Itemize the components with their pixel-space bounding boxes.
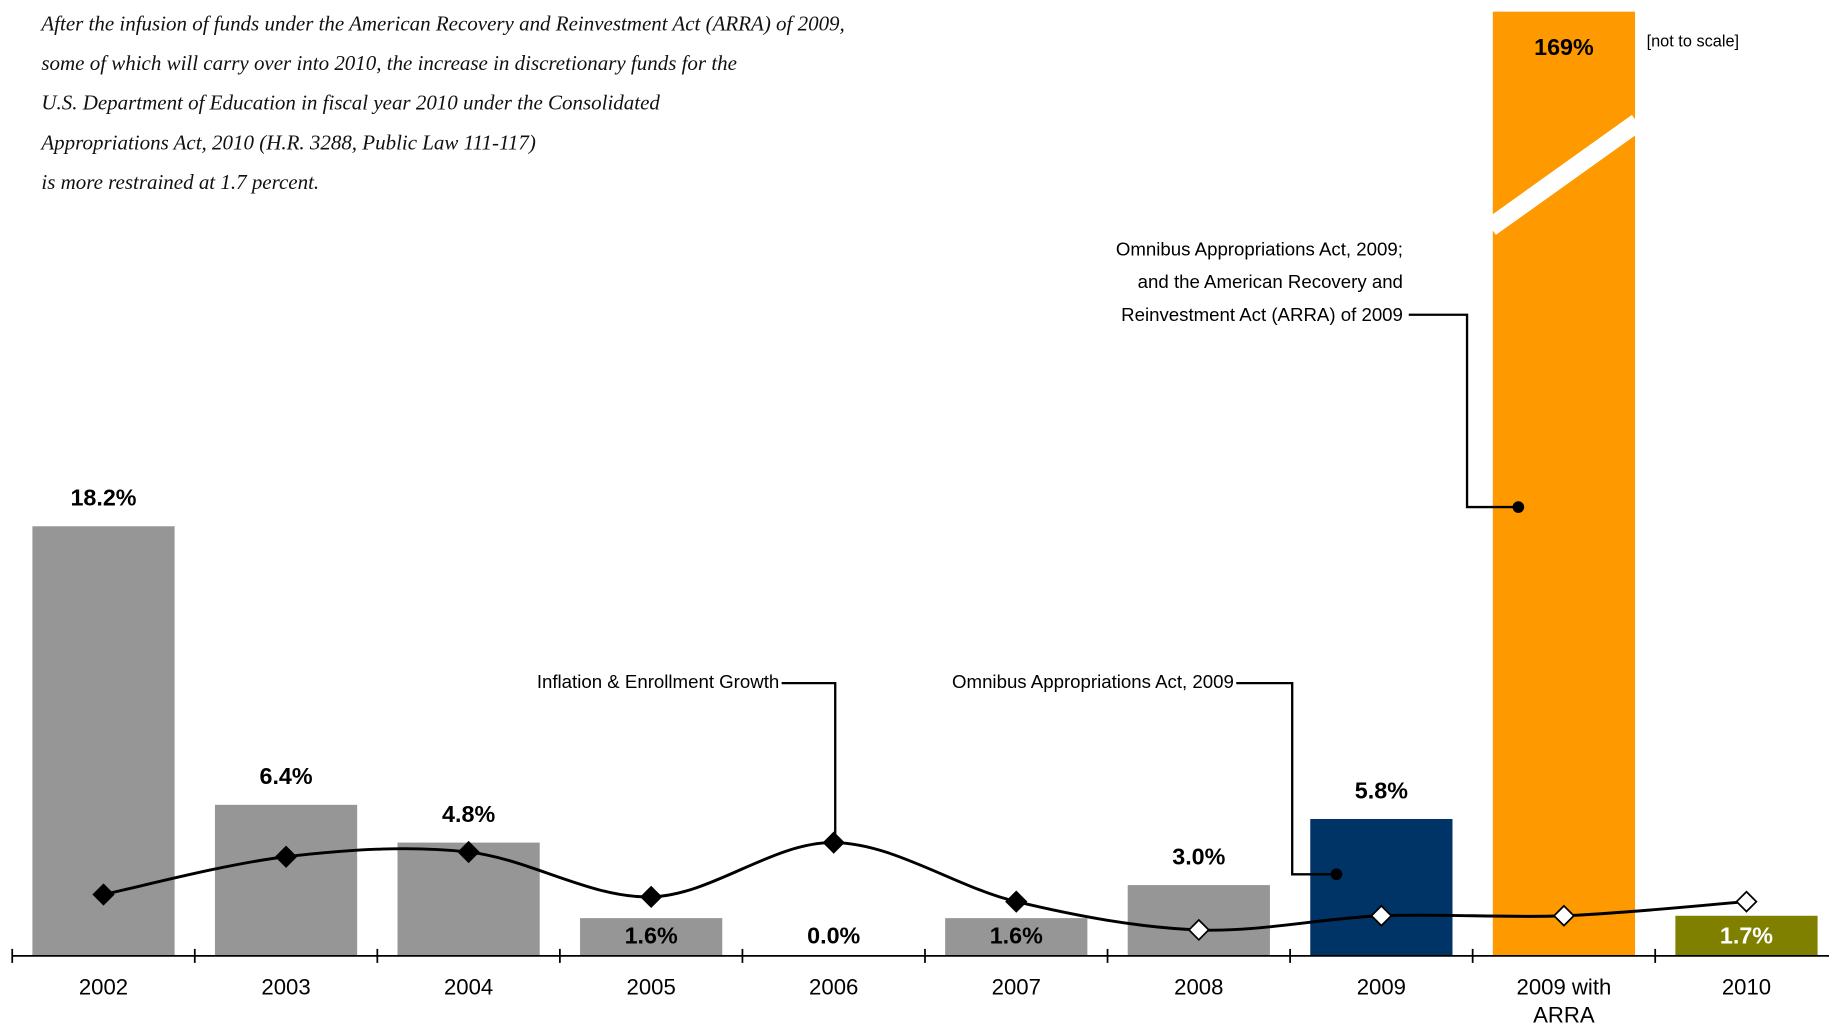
x-tick-label-box: 2009 (1356, 975, 1407, 1001)
annotation: Reinvestment Act (ARRA) of 2009 (1121, 304, 1403, 325)
leader-dot (1330, 868, 1343, 881)
line-marker (1187, 918, 1210, 942)
line-marker (1552, 904, 1576, 927)
x-tick-label: 2005 (626, 975, 676, 1001)
bar (1310, 818, 1453, 956)
bar (214, 804, 358, 956)
line-marker (457, 840, 480, 864)
annotation: Omnibus Appropriations Act, 2009; (1116, 239, 1403, 260)
value-label: 3.0% (1172, 843, 1225, 869)
x-tick-label-box: 2008 (1174, 975, 1224, 1001)
scale-break (1485, 114, 1643, 235)
x-tick-label: 2004 (443, 975, 494, 1001)
x-tick-label-box: 2009 with ARRA (1516, 975, 1612, 1029)
leader-line (1236, 681, 1337, 876)
x-tick-label-box: 2007 (991, 975, 1041, 1001)
note-line: After the infusion of funds under the Am… (39, 11, 844, 35)
note-line: is more restrained at 1.7 percent. (41, 170, 319, 194)
x-tick-label: 2010 (1721, 975, 1772, 1001)
x-tick-label-box: 2010 (1721, 975, 1772, 1001)
note-line: U.S. Department of Education in fiscal y… (41, 91, 660, 115)
x-tick-label: 2009 (1356, 975, 1407, 1001)
value-label: 6.4% (260, 763, 313, 789)
leader-line (1408, 313, 1519, 509)
bar (580, 918, 723, 956)
scale-note: [not to scale] (1647, 32, 1740, 50)
bar (1492, 11, 1636, 956)
x-tick-label-box: 2005 (626, 975, 676, 1001)
line-marker (640, 885, 663, 909)
line-marker (1735, 890, 1758, 913)
value-label: 169% (1534, 34, 1594, 60)
x-tick-label-box: 2002 (78, 975, 129, 1001)
annotation: Omnibus Appropriations Act, 2009 (952, 671, 1234, 692)
value-label: 4.8% (442, 801, 495, 827)
line-label: Inflation & Enrollment Growth (537, 671, 779, 692)
x-tick-label: 2008 (1174, 975, 1224, 1001)
trend-line (103, 841, 1747, 932)
x-tick-label: 2006 (809, 975, 859, 1001)
annotation: and the American Recovery and (1138, 271, 1403, 292)
value-label: 0.0% (807, 922, 860, 948)
value-label: 5.8% (1355, 777, 1408, 803)
leader-line (781, 681, 837, 835)
line-marker (1005, 890, 1028, 913)
value-label: 1.6% (990, 922, 1043, 948)
x-tick-label-box: 2006 (809, 975, 859, 1001)
line-marker (822, 831, 845, 854)
value-label: 1.7% (1720, 922, 1773, 948)
leader-dot (1512, 501, 1525, 513)
x-tick-label: 2003 (261, 975, 311, 1001)
line-marker (274, 845, 298, 868)
x-tick-label-box: 2003 (261, 975, 311, 1001)
bar (1675, 915, 1818, 956)
x-tick-label-box: 2004 (443, 975, 494, 1001)
line-marker (1370, 904, 1393, 927)
x-tick-label: 2002 (78, 975, 129, 1001)
x-tick-label: 2007 (991, 975, 1041, 1001)
value-label: 18.2% (70, 485, 136, 511)
note-line: some of which will carry over into 2010,… (41, 51, 737, 75)
value-label: 1.6% (625, 922, 678, 948)
bar (945, 918, 1088, 956)
line-marker (92, 883, 115, 906)
note-line: Appropriations Act, 2010 (H.R. 3288, Pub… (39, 130, 535, 154)
x-tick-label: 2009 with ARRA (1516, 975, 1612, 1029)
